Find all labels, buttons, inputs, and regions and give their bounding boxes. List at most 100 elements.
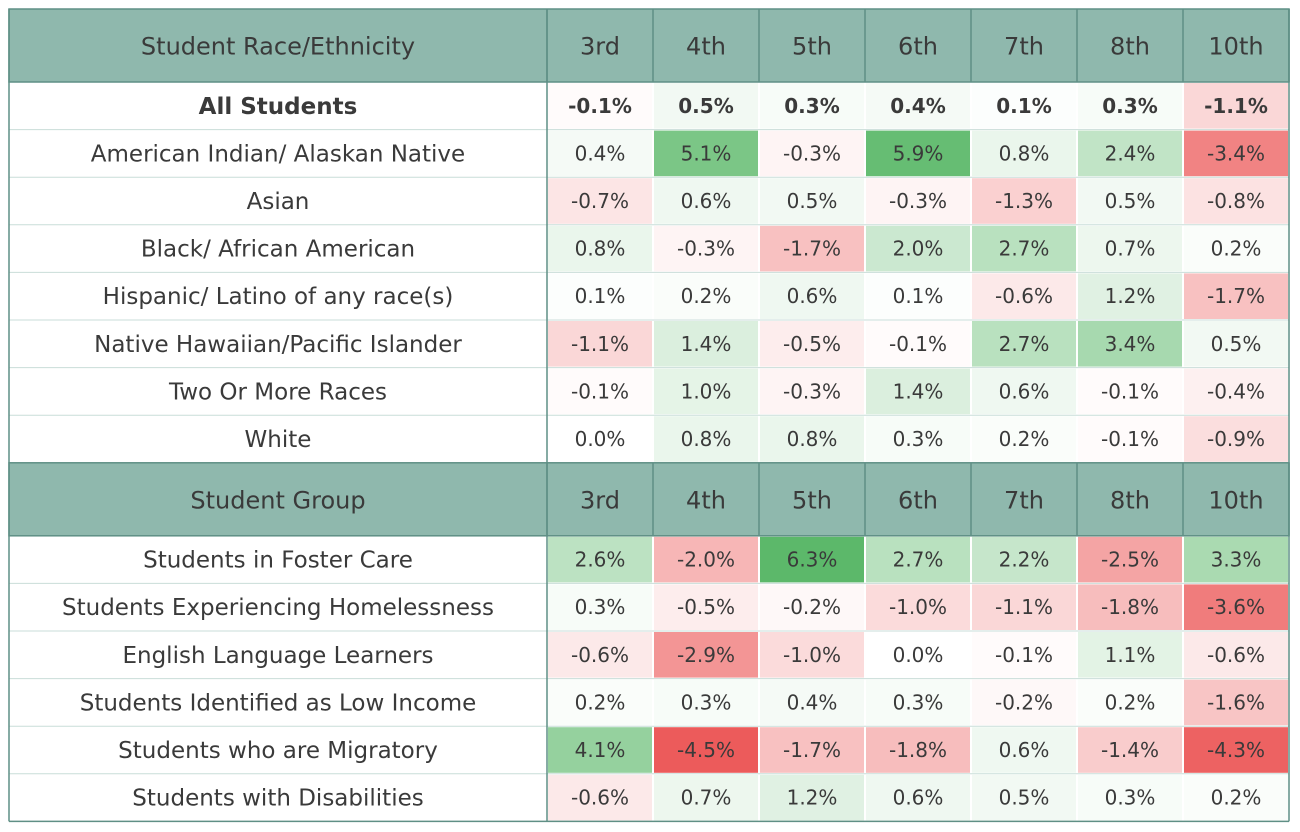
heatmap-cell <box>1184 321 1288 367</box>
cell-value: 5.1% <box>681 141 732 165</box>
heatmap-cell <box>654 679 758 726</box>
heatmap-cell <box>654 727 758 773</box>
cell-value: 0.8% <box>787 427 838 451</box>
heatmap-cell <box>760 416 864 462</box>
row-label: Students Identified as Low Income <box>80 690 477 716</box>
cell-value: -0.1% <box>1101 427 1159 451</box>
heatmap-cell <box>548 679 652 726</box>
cell-value: -1.6% <box>1207 690 1265 714</box>
cell-value: 0.2% <box>1211 237 1262 261</box>
section-header-label: Student Race/Ethnicity <box>141 33 415 61</box>
column-header: 8th <box>1110 33 1150 61</box>
column-header: 6th <box>898 33 938 61</box>
heatmap-cell <box>1184 536 1288 583</box>
cell-value: 1.0% <box>681 379 732 403</box>
heatmap-cell <box>866 727 970 773</box>
heatmap-cell <box>760 679 864 726</box>
cell-value: 0.5% <box>678 94 733 118</box>
heatmap-cell <box>548 225 652 272</box>
heatmap-cell <box>866 584 970 630</box>
column-header: 4th <box>686 486 726 514</box>
heatmap-cell <box>972 416 1076 462</box>
cell-value: -0.1% <box>568 94 632 118</box>
cell-value: -1.4% <box>1101 738 1159 762</box>
heatmap-cell <box>972 130 1076 177</box>
row-label: Students Experiencing Homelessness <box>62 595 494 621</box>
cell-value: 0.6% <box>999 738 1050 762</box>
cell-value: 0.3% <box>575 595 626 619</box>
cell-value: 0.5% <box>999 786 1050 810</box>
cell-value: 0.1% <box>575 284 626 308</box>
cell-value: -0.1% <box>571 379 629 403</box>
heatmap-cell <box>654 273 758 319</box>
heatmap-cell <box>1184 83 1288 129</box>
heatmap-cell <box>548 632 652 678</box>
heatmap-cell <box>654 321 758 367</box>
cell-value: 2.0% <box>893 237 944 261</box>
heatmap-cell <box>760 225 864 272</box>
heatmap-cell <box>1078 130 1182 177</box>
cell-value: 0.6% <box>681 189 732 213</box>
row-label: Native Hawaiian/Pacific Islander <box>94 332 462 358</box>
cell-value: -0.5% <box>783 332 841 356</box>
heatmap-cell <box>760 584 864 630</box>
heatmap-cell <box>972 273 1076 319</box>
heatmap-cell <box>1078 321 1182 367</box>
heatmap-cell <box>972 584 1076 630</box>
cell-value: 0.3% <box>1105 786 1156 810</box>
column-header: 10th <box>1208 486 1263 514</box>
cell-value: 2.4% <box>1105 141 1156 165</box>
row-label: English Language Learners <box>122 643 433 669</box>
cell-value: 0.5% <box>1105 189 1156 213</box>
heatmap-cell <box>548 130 652 177</box>
section-header-bg <box>9 9 1289 82</box>
heatmap-cell <box>972 774 1076 821</box>
heatmap-cell <box>1184 584 1288 630</box>
cell-value: -0.3% <box>783 379 841 403</box>
cell-value: 0.3% <box>784 94 839 118</box>
cell-value: -1.1% <box>995 595 1053 619</box>
cell-value: 0.6% <box>893 786 944 810</box>
heatmap-cell <box>1078 225 1182 272</box>
cell-value: 0.2% <box>999 427 1050 451</box>
column-header: 3rd <box>580 33 620 61</box>
cell-value: -0.1% <box>1101 379 1159 403</box>
cell-value: -0.1% <box>889 332 947 356</box>
heatmap-cell <box>548 584 652 630</box>
heatmap-cell <box>760 273 864 319</box>
cell-value: -1.7% <box>783 738 841 762</box>
cell-value: 0.4% <box>787 690 838 714</box>
heatmap-cell <box>1184 368 1288 415</box>
cell-value: -0.3% <box>783 141 841 165</box>
heatmap-cell <box>654 178 758 224</box>
cell-value: -4.5% <box>677 738 735 762</box>
heatmap-cell <box>866 536 970 583</box>
cell-value: -3.6% <box>1207 595 1265 619</box>
cell-value: 1.4% <box>893 379 944 403</box>
heatmap-cell <box>1184 178 1288 224</box>
heatmap-cell <box>548 368 652 415</box>
heatmap-cell <box>866 83 970 129</box>
cell-value: -2.0% <box>677 548 735 572</box>
cell-value: 0.8% <box>999 141 1050 165</box>
cell-value: 2.6% <box>575 548 626 572</box>
row-label: Two Or More Races <box>168 379 387 405</box>
cell-value: 0.1% <box>893 284 944 308</box>
cell-value: 1.2% <box>787 786 838 810</box>
heatmap-cell <box>1078 416 1182 462</box>
heatmap-cell <box>760 774 864 821</box>
heatmap-cell <box>548 774 652 821</box>
section-header-label: Student Group <box>190 486 365 514</box>
cell-value: 2.7% <box>999 237 1050 261</box>
heatmap-cell <box>548 273 652 319</box>
heatmap-cell <box>654 774 758 821</box>
row-label: All Students <box>199 94 358 120</box>
cell-value: 0.7% <box>1105 237 1156 261</box>
cell-value: -2.5% <box>1101 548 1159 572</box>
cell-value: 0.3% <box>681 690 732 714</box>
heatmap-cell <box>1184 774 1288 821</box>
section-header-bg <box>9 462 1289 536</box>
cell-value: -1.0% <box>783 643 841 667</box>
cell-value: 2.2% <box>999 548 1050 572</box>
